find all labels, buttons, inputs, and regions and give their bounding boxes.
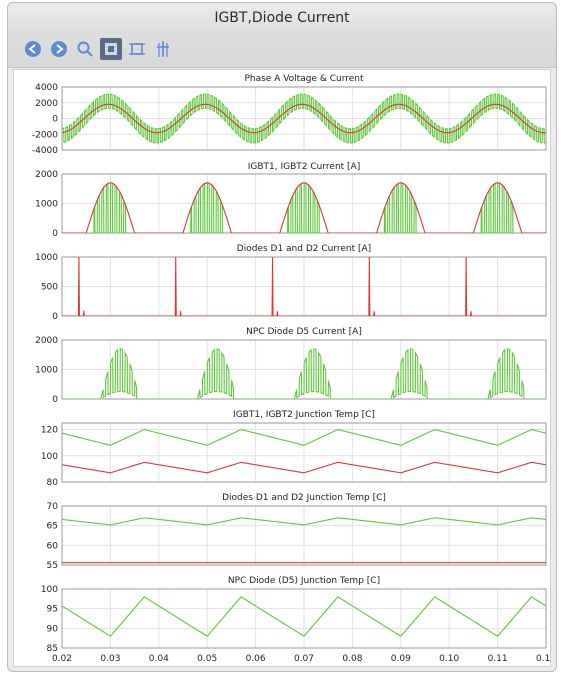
plot-frame [61,339,547,400]
forward-arrow-icon [51,41,67,57]
y-tick-label: 100 [41,585,58,595]
chart-panel-3: Diodes D1 and D2 Current [A] 1000 500 0 [35,244,547,322]
panel-title: IGBT1, IGBT2 Current [A] [248,162,360,172]
chart-panel-7: NPC Diode (D5) Junction Temp [C] 100 95 90 8… [41,576,547,654]
series-line-2 [62,182,546,233]
y-tick-label: 95 [47,605,58,615]
x-tick-label: 0.05 [197,654,217,664]
crosshair-icon [157,41,169,57]
x-tick-label: 0.04 [149,654,169,664]
fit-button[interactable] [126,38,148,60]
toolbar [8,33,556,68]
y-tick-label: 85 [47,644,58,654]
plot-frame [61,588,547,649]
y-tick-label: 4000 [35,83,58,93]
plot-frame [61,505,547,566]
y-tick-label: 0 [52,395,58,405]
y-tick-label: 120 [41,426,58,436]
y-tick-label: 80 [47,478,59,488]
chart-panel-4: NPC Diode D5 Current [A] 2000 1000 0 [35,327,547,405]
x-tick-label: 0.06 [246,654,266,664]
y-tick-label: 90 [47,624,59,634]
series-line-1 [62,428,546,446]
y-tick-label: 70 [47,502,59,512]
series-group [62,428,546,474]
zoom-icon [77,41,93,57]
series-group [62,517,546,564]
chart-panel-6: Diodes D1 and D2 Junction Temp [C] 70 65 60… [47,493,547,571]
x-tick-label: 0.07 [294,654,314,664]
y-tick-label: 2000 [35,336,58,346]
y-tick-label: 2000 [35,99,58,109]
series-line-1 [62,93,546,144]
y-tick-label: -2000 [32,130,58,140]
y-tick-label: 1000 [35,200,58,210]
panel-title: Diodes D1 and D2 Current [A] [237,244,371,254]
series-line-1 [62,348,546,399]
y-tick-label: 1000 [35,253,58,263]
x-tick-label: 0.09 [391,654,411,664]
series-group [62,182,546,233]
y-tick-label: 60 [47,541,59,551]
pan-button[interactable] [100,38,122,60]
panel-title: IGBT1, IGBT2 Junction Temp [C] [233,410,375,420]
series-line-1 [62,596,546,637]
y-tick-label: -4000 [32,146,58,156]
y-tick-label: 2000 [35,170,58,180]
back-arrow-icon [25,41,41,57]
x-tick-label: 0.12 [536,654,550,664]
y-tick-label: 0 [52,229,58,239]
series-line-2 [62,461,546,474]
series-line-1 [62,182,546,233]
x-tick-label: 0.10 [439,654,459,664]
x-tick-label: 0.11 [488,654,508,664]
y-tick-label: 1000 [35,366,58,376]
series-line-1 [62,517,546,526]
zoom-button[interactable] [74,38,96,60]
series-line-1 [62,257,546,316]
chart-window: IGBT,Diode Current Phase A Voltage & Cur… [7,2,557,672]
window-title: IGBT,Diode Current [8,3,556,33]
forward-button[interactable] [48,38,70,60]
y-tick-label: 55 [47,561,58,571]
series-group [62,596,546,637]
plot-frame [61,86,547,151]
fit-icon [129,43,145,55]
panel-title: Diodes D1 and D2 Junction Temp [C] [222,493,386,503]
series-group [62,257,546,316]
pan-icon [105,43,117,55]
series-line-2 [62,103,546,134]
chart-panel-1: Phase A Voltage & Current 4000 2000 0 -2000 -… [32,74,547,156]
y-tick-label: 0 [52,312,58,322]
back-button[interactable] [22,38,44,60]
y-tick-label: 65 [47,522,58,532]
series-group [62,348,546,399]
x-tick-label: 0.08 [342,654,362,664]
chart-panel-2: IGBT1, IGBT2 Current [A] 2000 1000 0 [35,162,547,239]
panel-title: NPC Diode (D5) Junction Temp [C] [228,576,380,586]
plot-area: Phase A Voltage & Current 4000 2000 0 -2000 -… [13,69,556,667]
y-tick-label: 500 [41,283,58,293]
chart-panel-5: IGBT1, IGBT2 Junction Temp [C] 120 100 80 [41,410,547,488]
x-tick-label: 0.03 [100,654,120,664]
x-tick-label: 0.02 [52,654,72,664]
crosshair-button[interactable] [152,38,174,60]
plots-svg: Phase A Voltage & Current 4000 2000 0 -2000 -… [32,74,556,664]
y-tick-label: 100 [41,452,58,462]
panel-title: Phase A Voltage & Current [244,74,364,84]
series-group [62,93,546,144]
y-tick-label: 0 [52,115,58,125]
plot-frame [61,422,547,483]
panel-title: NPC Diode D5 Current [A] [246,327,362,337]
